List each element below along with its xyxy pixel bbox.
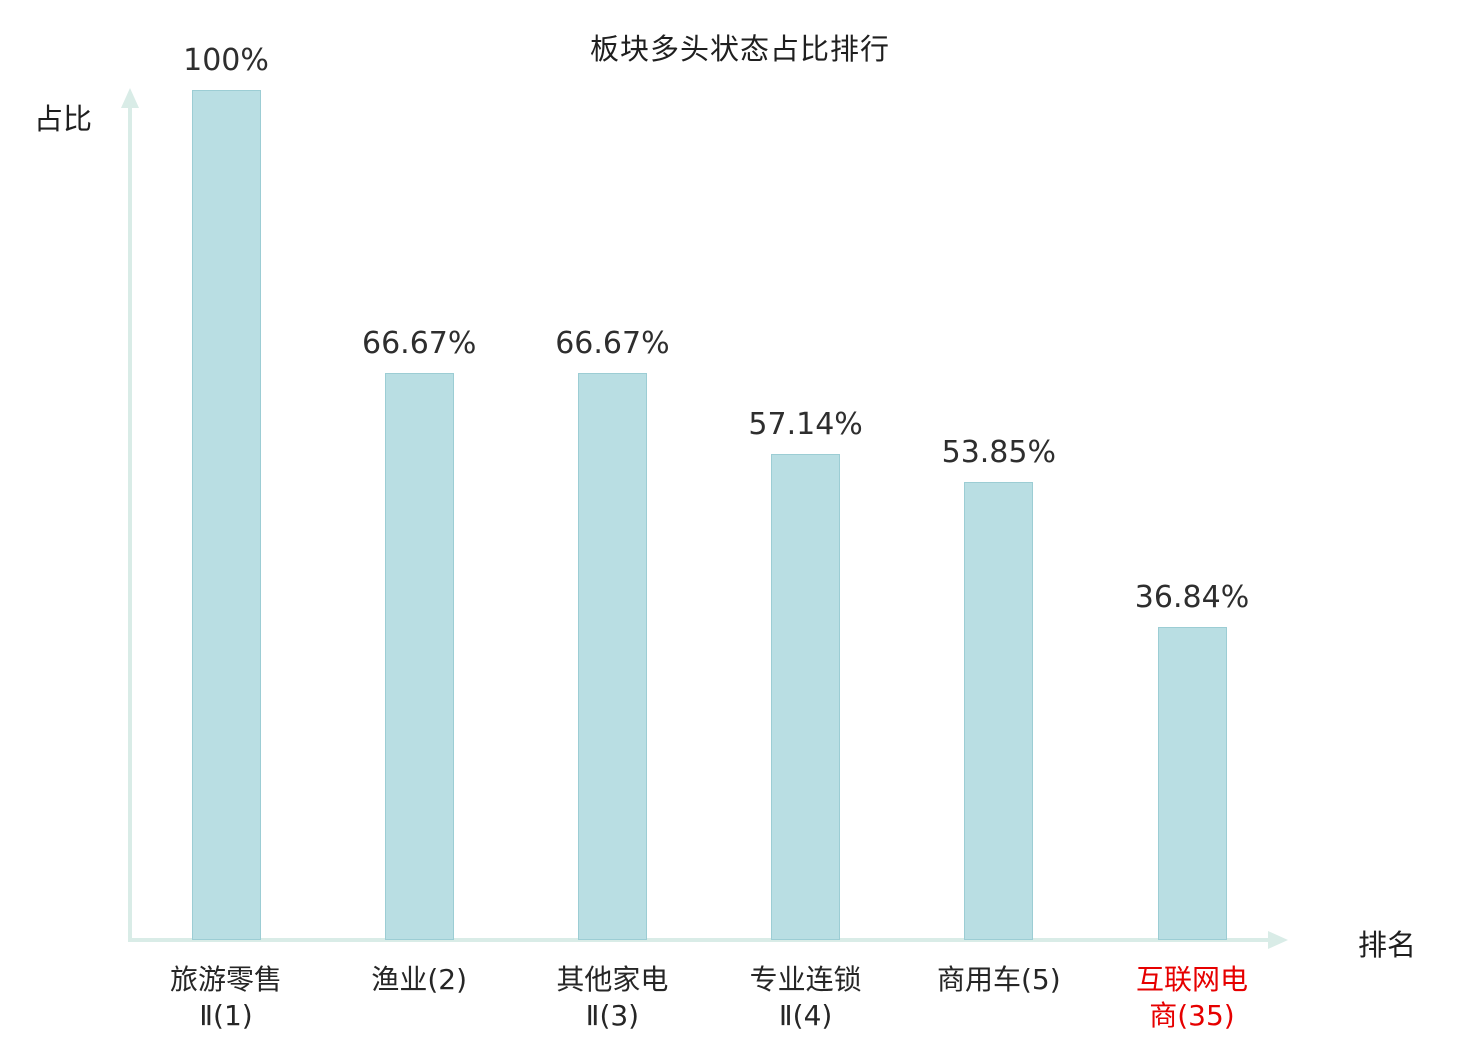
category-label: 旅游零售 Ⅱ(1) xyxy=(170,962,282,1034)
bar-value-label: 57.14% xyxy=(748,407,863,443)
category-label: 其他家电 Ⅱ(3) xyxy=(556,962,668,1034)
category-label-line: 其他家电 xyxy=(556,963,669,996)
category-label-line: 互联网电 xyxy=(1135,963,1249,996)
y-axis-arrow-icon xyxy=(121,88,139,108)
bar-value-label: 100% xyxy=(183,43,269,78)
x-axis-arrow-icon xyxy=(1268,931,1288,949)
bar xyxy=(771,454,841,940)
category-label: 商用车(5) xyxy=(937,962,1061,998)
chart-title: 板块多头状态占比排行 xyxy=(589,32,890,66)
category-label-line: 商用车(5) xyxy=(936,963,1061,996)
bar xyxy=(577,373,647,940)
y-axis-label: 占比 xyxy=(34,102,93,136)
bar xyxy=(191,90,261,940)
category-label-line: 旅游零售 xyxy=(169,963,283,996)
category-label-line: Ⅱ(4) xyxy=(778,999,833,1032)
bar xyxy=(384,373,454,940)
bar-value-label: 66.67% xyxy=(361,326,477,362)
bar-value-label: 66.67% xyxy=(555,326,670,362)
category-label: 专业连锁 Ⅱ(4) xyxy=(750,962,862,1034)
category-label: 互联网电 商(35) xyxy=(1136,962,1248,1034)
category-label: 渔业(2) xyxy=(371,962,467,998)
category-label-line: Ⅱ(1) xyxy=(199,999,253,1032)
category-label-line: 渔业(2) xyxy=(371,963,468,996)
bar-value-label: 53.85% xyxy=(941,435,1056,471)
bar xyxy=(964,482,1034,940)
bar-value-label: 36.84% xyxy=(1134,579,1250,615)
category-label-line: 商(35) xyxy=(1149,999,1235,1032)
x-axis-label: 排名 xyxy=(1358,928,1417,962)
bar xyxy=(1157,626,1227,940)
category-label-line: 专业连锁 xyxy=(749,963,862,996)
category-label-line: Ⅱ(3) xyxy=(585,999,640,1032)
